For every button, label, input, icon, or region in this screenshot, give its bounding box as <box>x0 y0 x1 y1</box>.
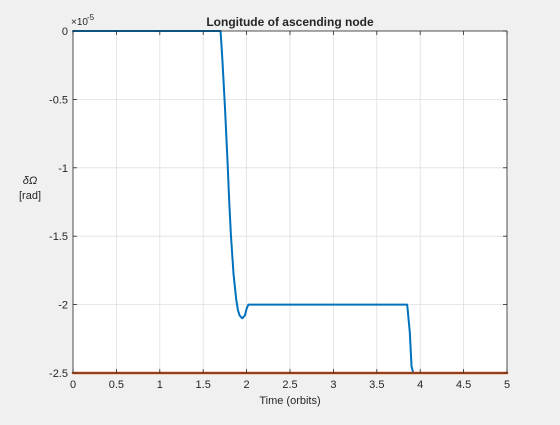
y-exponent: -5 <box>87 13 95 22</box>
x-axis-label: Time (orbits) <box>259 395 320 407</box>
chart-title: Longitude of ascending node <box>206 15 374 29</box>
y-tick-label: -2.5 <box>49 368 68 380</box>
y-axis-label-unit: [rad] <box>19 190 41 202</box>
x-tick-label: 2 <box>244 379 250 391</box>
x-tick-label: 3 <box>330 379 336 391</box>
y-tick-label: 0 <box>62 26 68 38</box>
x-tick-label: 0.5 <box>109 379 124 391</box>
x-tick-label: 1.5 <box>196 379 211 391</box>
x-tick-label: 0 <box>70 379 76 391</box>
y-axis-label-symbol: δΩ <box>23 175 37 187</box>
y-exponent-base: ×10 <box>71 17 88 28</box>
x-tick-label: 2.5 <box>282 379 297 391</box>
y-tick-label: -1.5 <box>49 231 68 243</box>
y-tick-label: -2 <box>58 300 68 312</box>
y-tick-label: -1 <box>58 163 68 175</box>
y-tick-label: -0.5 <box>49 94 68 106</box>
x-tick-label: 5 <box>504 379 510 391</box>
x-tick-label: 1 <box>157 379 163 391</box>
x-tick-labels: 0 0.5 1 1.5 2 2.5 3 3.5 4 4.5 5 <box>70 379 510 391</box>
x-tick-label: 4.5 <box>456 379 471 391</box>
x-tick-label: 3.5 <box>369 379 384 391</box>
y-tick-labels: 0 -0.5 -1 -1.5 -2 -2.5 <box>49 26 68 380</box>
x-tick-label: 4 <box>417 379 423 391</box>
